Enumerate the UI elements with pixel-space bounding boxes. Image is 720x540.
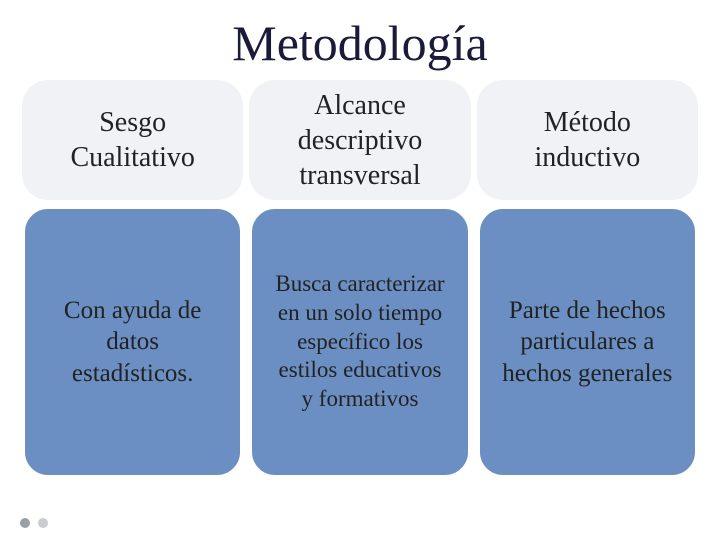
header-sesgo: Sesgo Cualitativo (22, 80, 243, 200)
column-sesgo: Sesgo Cualitativo Con ayuda de datos est… (22, 80, 243, 478)
header-metodo: Método inductivo (477, 80, 698, 200)
slide-bullets (20, 518, 48, 528)
body-sesgo: Con ayuda de datos estadísticos. (22, 206, 243, 478)
column-metodo: Método inductivo Parte de hechos particu… (477, 80, 698, 478)
column-alcance: Alcance descriptivo transversal Busca ca… (249, 80, 470, 478)
bullet-icon (20, 518, 30, 528)
columns-container: Sesgo Cualitativo Con ayuda de datos est… (0, 80, 720, 478)
body-metodo: Parte de hechos particulares a hechos ge… (477, 206, 698, 478)
bullet-icon (38, 518, 48, 528)
body-alcance: Busca caracterizar en un solo tiempo esp… (249, 206, 470, 478)
header-alcance: Alcance descriptivo transversal (249, 80, 470, 200)
page-title: Metodología (0, 0, 720, 72)
